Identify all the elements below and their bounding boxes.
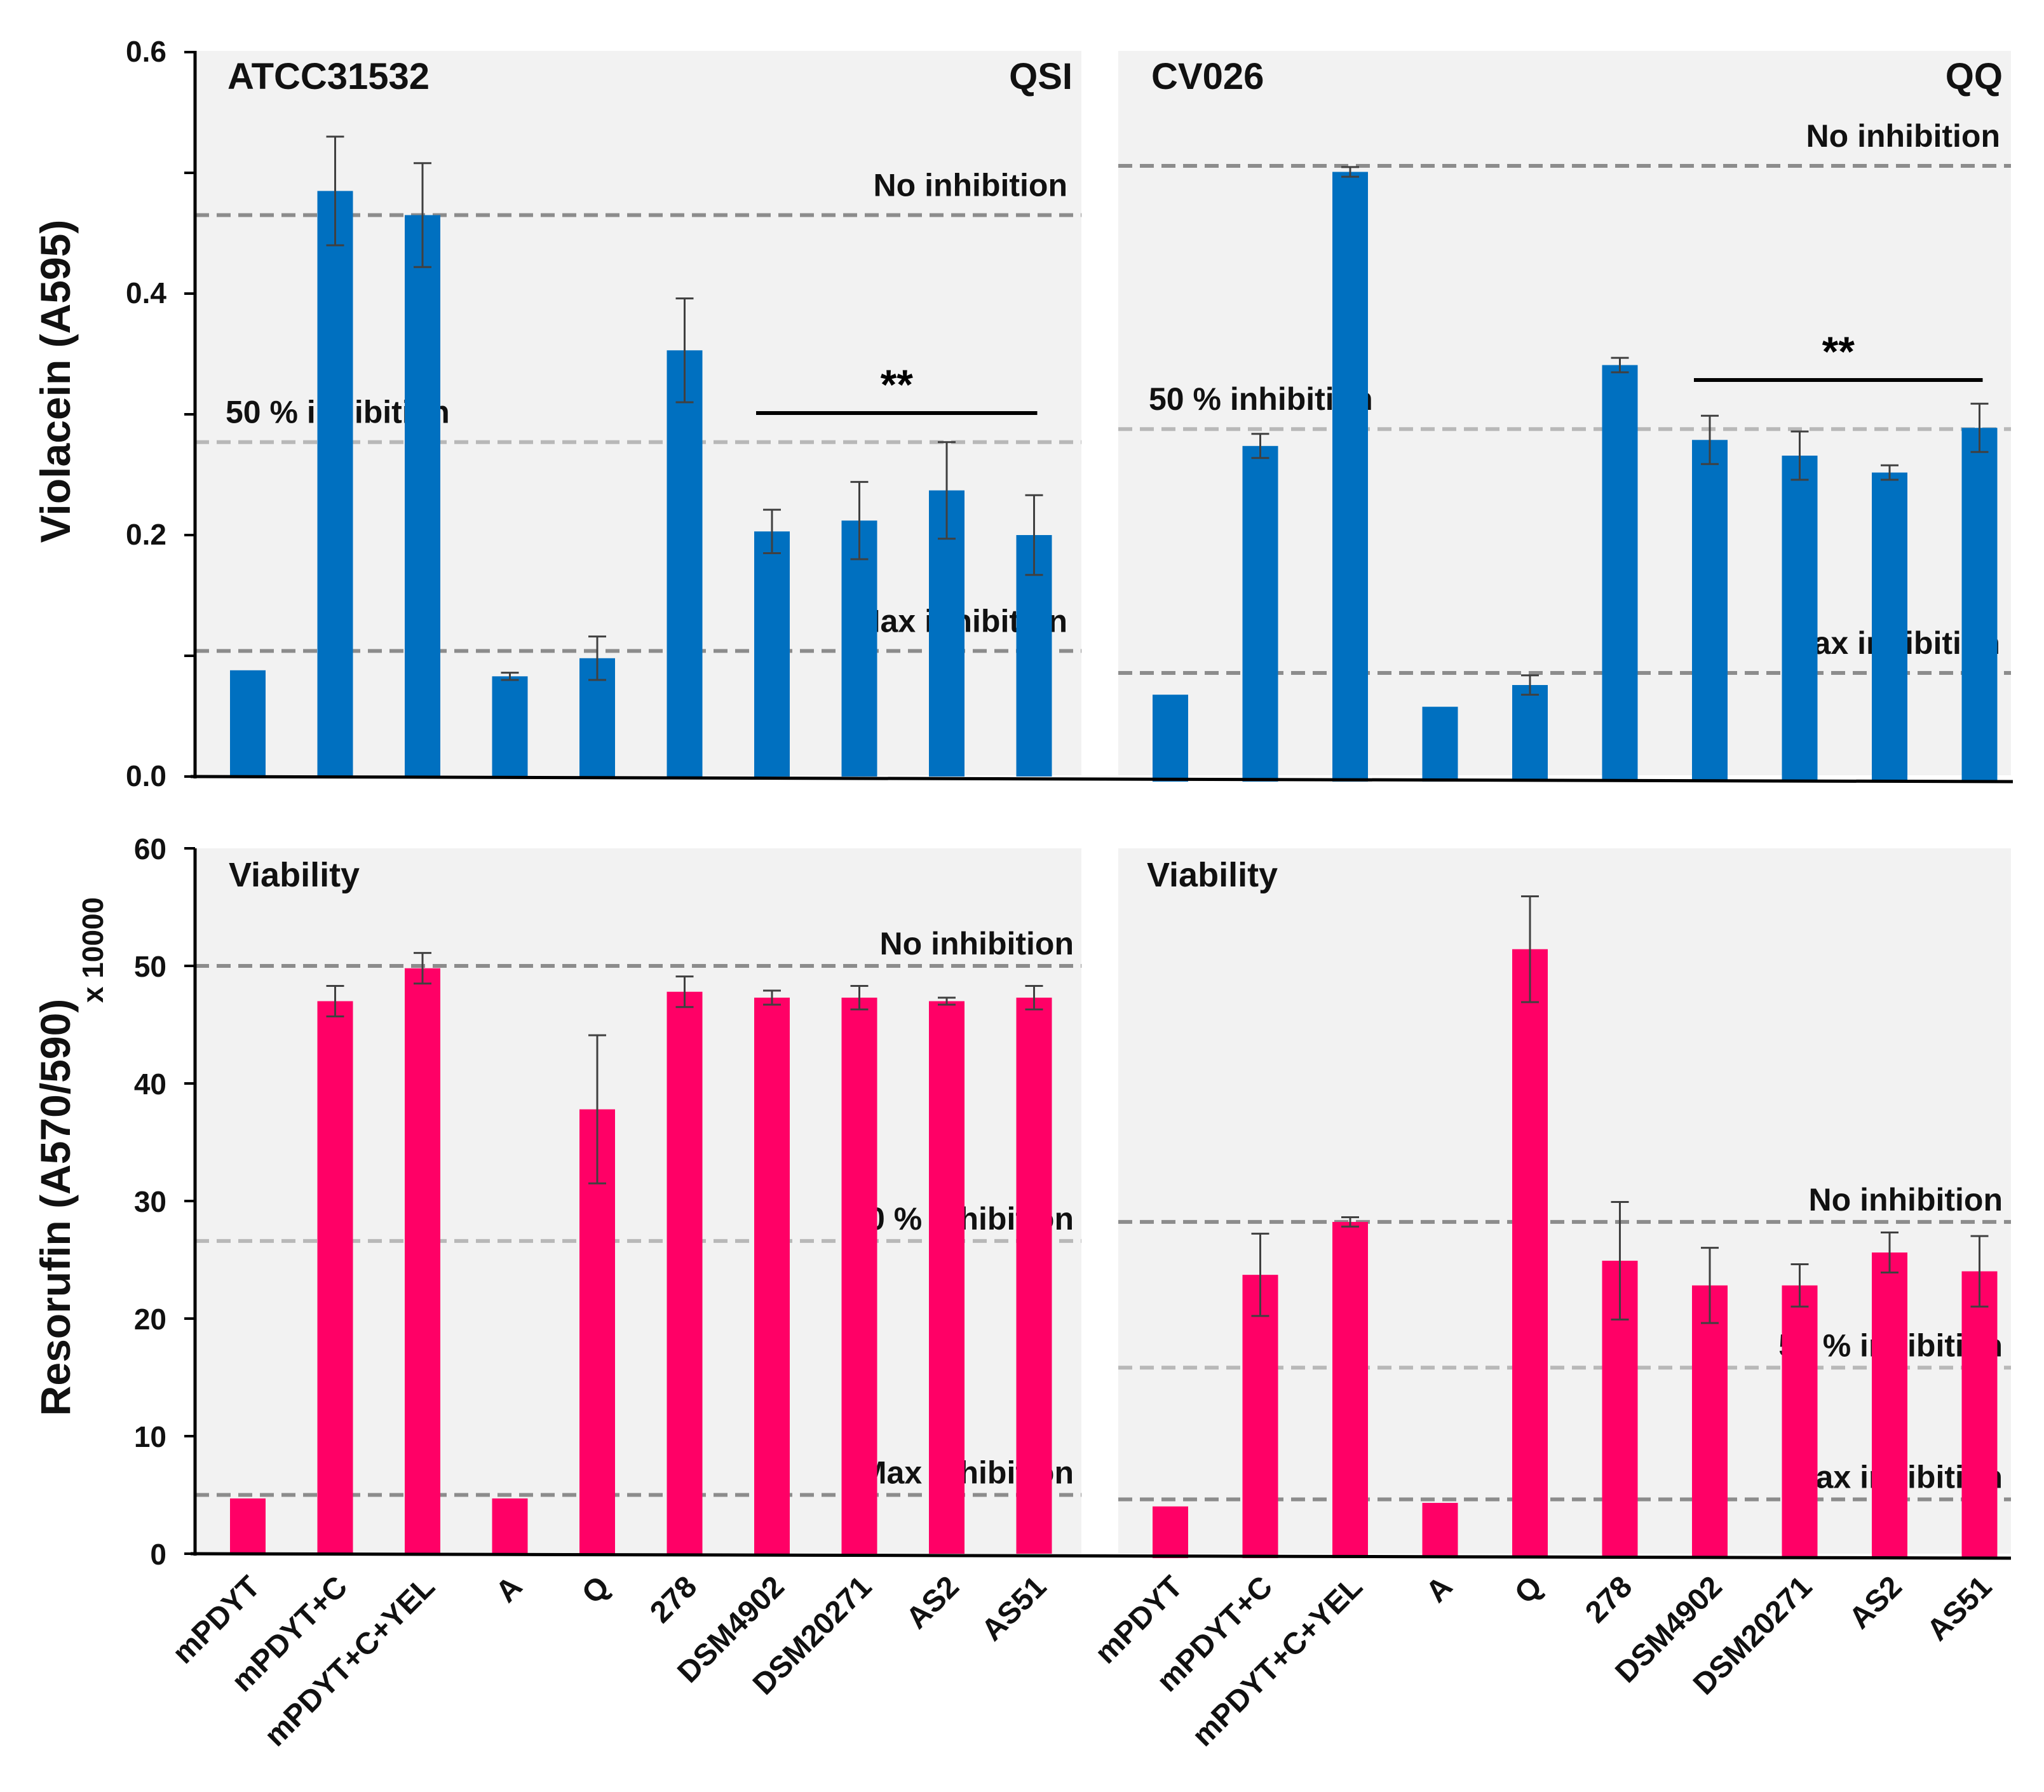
bar-dsm20271 [841, 997, 877, 1554]
panel-label-viability-left: Viability [229, 856, 360, 894]
bar-dsm4902 [1692, 1285, 1728, 1558]
y-tick-label: 0.6 [126, 35, 166, 68]
y-tick-label: 0.2 [126, 518, 166, 551]
bar-mpdyt [230, 1498, 266, 1554]
panel-label-cv026: CV026 [1151, 56, 1264, 97]
bar-278 [1602, 365, 1638, 782]
y-tick-label: 0.0 [126, 759, 166, 792]
bar-as51 [1961, 428, 1998, 782]
bar-as51 [1016, 997, 1052, 1554]
panel-corner-qsi: QSI [1009, 56, 1073, 97]
bar-dsm4902 [1692, 440, 1728, 782]
y-tick-label: 0 [150, 1538, 166, 1571]
reference-line-label: No inhibition [880, 926, 1074, 961]
bar-mpdyt [230, 670, 266, 777]
bar-q [1512, 685, 1548, 782]
bar-mpdyt-c [317, 1001, 353, 1554]
y-tick-label: 20 [134, 1303, 166, 1336]
reference-line-label: No inhibition [1809, 1182, 2003, 1218]
bar-dsm20271 [841, 520, 877, 777]
significance-label: ** [1822, 328, 1855, 375]
bar-mpdyt [1153, 695, 1188, 782]
bar-as2 [1872, 472, 1907, 782]
bar-mpdyt-c-yel [1332, 172, 1368, 782]
y-ticks-bottom: 0 10 20 30 40 50 60 [134, 832, 166, 1571]
bar-as51 [1961, 1271, 1998, 1558]
bar-dsm20271 [1782, 456, 1818, 782]
y-axis-title-resorufin: Resorufin (A570/590) [32, 999, 79, 1416]
y-axis-multiplier: x 10000 [76, 897, 109, 1003]
bar-mpdyt [1153, 1506, 1188, 1558]
bar-dsm4902 [754, 531, 790, 777]
significance-label: ** [881, 361, 914, 408]
y-tick-label: 30 [134, 1185, 166, 1218]
bar-mpdyt-c [1242, 445, 1278, 782]
y-tick-label: 50 [134, 950, 166, 983]
bar-mpdyt-c-yel [1332, 1221, 1368, 1558]
y-axis-title-violacein: Violacein (A595) [32, 220, 79, 543]
bar-mpdyt-c [317, 191, 353, 777]
y-tick-label: 60 [134, 832, 166, 865]
reference-line-label: No inhibition [874, 168, 1067, 203]
panel-label-atcc31532: ATCC31532 [227, 56, 430, 97]
bar-dsm20271 [1782, 1285, 1818, 1558]
bar-q [1512, 949, 1548, 1558]
bar-dsm4902 [754, 997, 790, 1554]
bar-a [492, 1498, 528, 1554]
bar-a [1422, 1503, 1458, 1558]
y-tick-label: 10 [134, 1420, 166, 1453]
panel-corner-qq: QQ [1946, 56, 2003, 97]
y-tick-label: 0.4 [126, 276, 166, 309]
bar-278 [667, 991, 703, 1554]
bar-mpdyt-c [1242, 1275, 1278, 1558]
bar-278 [667, 350, 703, 777]
bar-as2 [929, 1001, 964, 1554]
bar-a [492, 676, 528, 777]
bar-a [1422, 707, 1458, 782]
bar-as2 [1872, 1252, 1907, 1558]
y-tick-label: 40 [134, 1068, 166, 1101]
x-axis-top [190, 775, 2014, 784]
panel-label-viability-right: Viability [1147, 856, 1278, 894]
bar-mpdyt-c-yel [405, 215, 440, 777]
x-axis-bottom [190, 1552, 2012, 1560]
reference-line-label: No inhibition [1806, 118, 2000, 154]
y-ticks-top: 0.0 0.2 0.4 0.6 [126, 35, 166, 792]
bar-mpdyt-c-yel [405, 968, 440, 1554]
